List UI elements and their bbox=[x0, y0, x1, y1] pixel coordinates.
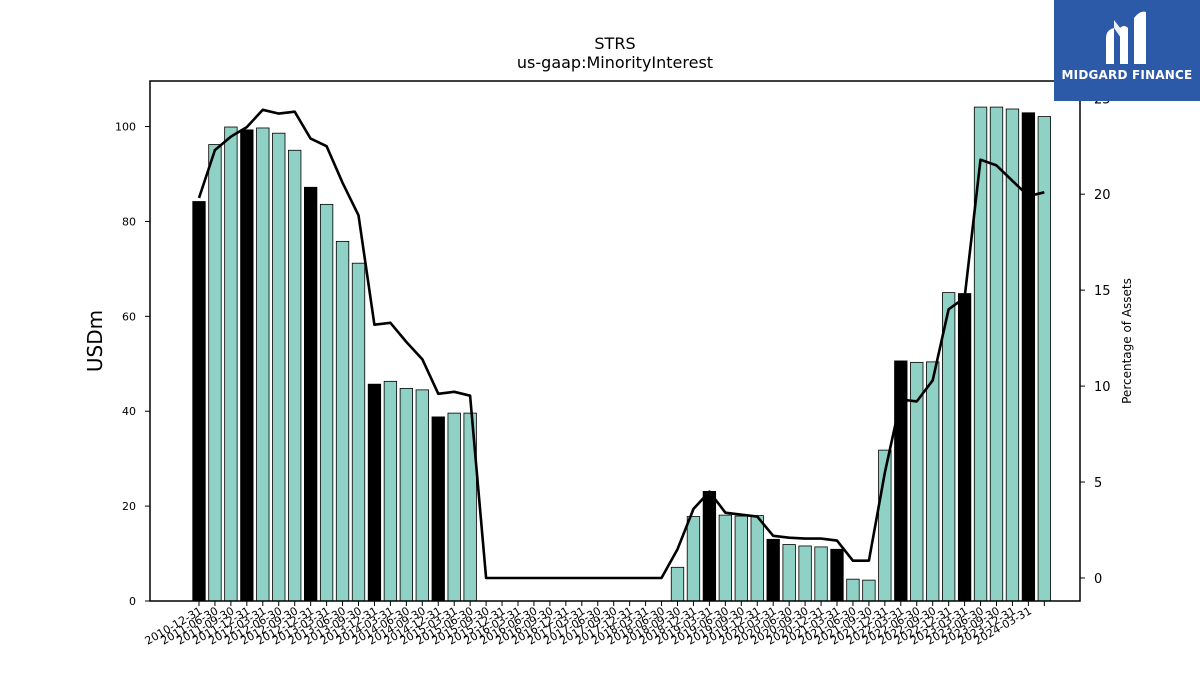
bar bbox=[734, 515, 748, 602]
bar bbox=[702, 491, 717, 602]
bar bbox=[399, 388, 414, 602]
bar bbox=[862, 579, 876, 602]
bar bbox=[367, 383, 382, 602]
y2-tick-label: 10 bbox=[1094, 380, 1111, 395]
logo-mark-icon bbox=[1106, 11, 1146, 65]
y-tick-label: 0 bbox=[129, 595, 136, 608]
y-tick-label: 80 bbox=[122, 215, 136, 228]
bar bbox=[957, 293, 972, 602]
bar bbox=[447, 412, 461, 602]
bar bbox=[1037, 116, 1051, 602]
plot-frame bbox=[149, 80, 1081, 602]
bars-group bbox=[192, 106, 1051, 602]
bar bbox=[256, 127, 270, 602]
bar bbox=[351, 262, 366, 602]
y-tick-label: 40 bbox=[122, 405, 136, 418]
bar bbox=[846, 578, 860, 602]
percentage-line bbox=[197, 108, 1045, 580]
bar bbox=[798, 545, 812, 602]
y-tick-label: 20 bbox=[122, 500, 136, 513]
bar bbox=[782, 544, 796, 602]
bar bbox=[718, 514, 732, 602]
bar bbox=[830, 548, 844, 602]
bar bbox=[670, 566, 685, 602]
y2-tick-label: 20 bbox=[1094, 188, 1111, 203]
y2-tick-label: 0 bbox=[1094, 572, 1102, 587]
bar bbox=[208, 144, 222, 602]
y2-tick-label: 15 bbox=[1094, 284, 1111, 299]
axes-group: 02040608010005101520252010-12-312011-06-… bbox=[115, 80, 1111, 648]
bar bbox=[224, 126, 238, 602]
bar bbox=[766, 538, 780, 602]
bar bbox=[750, 515, 764, 602]
bar bbox=[942, 292, 956, 602]
bar bbox=[1005, 108, 1020, 602]
bar bbox=[989, 106, 1004, 602]
bar bbox=[686, 516, 701, 602]
midgard-finance-logo: MIDGARD FINANCE bbox=[1054, 0, 1200, 101]
chart-subtitle: us-gaap:MinorityInterest bbox=[517, 53, 713, 72]
y-tick-label: 100 bbox=[115, 121, 136, 134]
bar bbox=[910, 361, 924, 602]
bar bbox=[415, 389, 429, 602]
bar bbox=[335, 240, 350, 602]
logo-text: MIDGARD FINANCE bbox=[1061, 68, 1193, 82]
bar bbox=[288, 149, 302, 602]
bar bbox=[894, 360, 908, 602]
y-tick-label: 60 bbox=[122, 310, 136, 323]
bar bbox=[926, 361, 940, 602]
bar bbox=[814, 546, 828, 602]
bar bbox=[1021, 112, 1036, 602]
y-axis-label: USDm bbox=[83, 310, 107, 372]
chart-title: STRS bbox=[594, 34, 635, 53]
bar bbox=[192, 201, 206, 602]
bar bbox=[240, 129, 254, 602]
bar bbox=[383, 380, 398, 602]
bar bbox=[303, 186, 318, 602]
bar bbox=[272, 132, 286, 602]
bar bbox=[973, 106, 988, 602]
bar bbox=[319, 203, 334, 602]
y2-tick-label: 5 bbox=[1094, 476, 1102, 491]
line-group bbox=[197, 108, 1045, 580]
bar bbox=[431, 416, 445, 602]
y2-axis-label: Percentage of Assets bbox=[1120, 278, 1134, 404]
